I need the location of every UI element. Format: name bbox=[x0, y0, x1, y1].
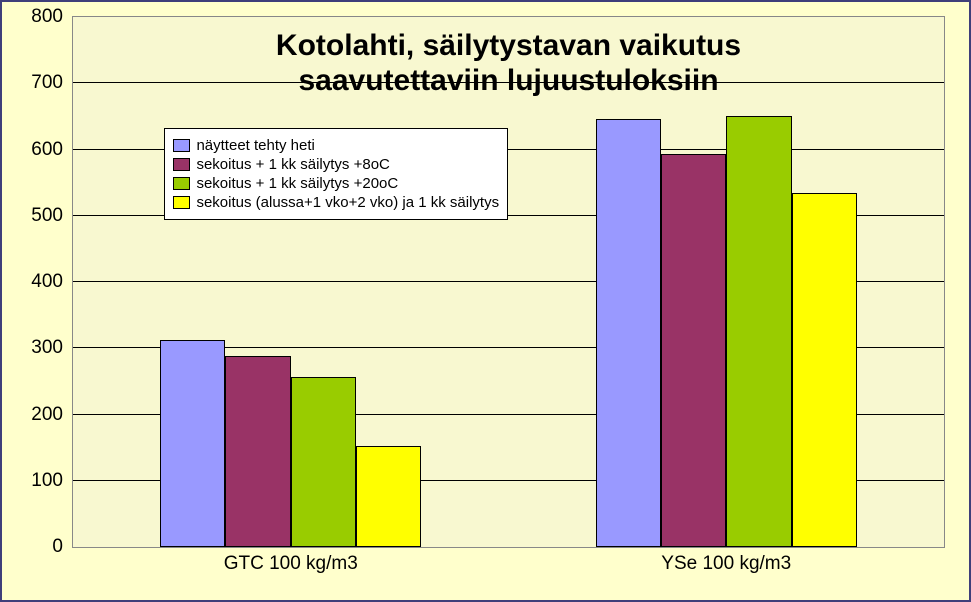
bar bbox=[726, 116, 791, 547]
y-tick-label: 300 bbox=[31, 337, 73, 359]
legend-swatch bbox=[173, 177, 190, 190]
bar bbox=[661, 154, 726, 547]
bar bbox=[596, 119, 661, 547]
x-tick-label: GTC 100 kg/m3 bbox=[224, 547, 358, 575]
bar bbox=[225, 356, 290, 547]
plot-area: 0100200300400500600700800GTC 100 kg/m3YS… bbox=[72, 16, 945, 548]
legend-item: sekoitus + 1 kk säilytys +20oC bbox=[173, 175, 499, 192]
y-tick-label: 0 bbox=[52, 536, 73, 558]
chart-frame: 0 100 200 300 400 500 600 700 800 GTC 100 kg/m3 YS… bbox=[0, 0, 971, 602]
bar bbox=[792, 193, 857, 547]
y-tick-label: 500 bbox=[31, 205, 73, 227]
legend-item: sekoitus + 1 kk säilytys +8oC bbox=[173, 156, 499, 173]
y-tick-label: 100 bbox=[31, 470, 73, 492]
legend-label: sekoitus + 1 kk säilytys +8oC bbox=[196, 156, 389, 173]
legend-swatch bbox=[173, 139, 190, 152]
y-tick-label: 800 bbox=[31, 6, 73, 28]
y-tick-label: 200 bbox=[31, 404, 73, 426]
bar bbox=[356, 446, 421, 547]
x-tick-label: YSe 100 kg/m3 bbox=[661, 547, 791, 575]
chart-title: Kotolahti, säilytystavan vaikutussaavute… bbox=[73, 29, 944, 98]
legend-label: sekoitus + 1 kk säilytys +20oC bbox=[196, 175, 398, 192]
bar bbox=[291, 377, 356, 547]
legend-item: sekoitus (alussa+1 vko+2 vko) ja 1 kk sä… bbox=[173, 194, 499, 211]
chart-title-line: saavutettaviin lujuustuloksiin bbox=[73, 64, 944, 99]
chart-title-line: Kotolahti, säilytystavan vaikutus bbox=[73, 29, 944, 64]
legend-swatch bbox=[173, 158, 190, 171]
y-tick-label: 700 bbox=[31, 72, 73, 94]
y-tick-label: 600 bbox=[31, 139, 73, 161]
legend-label: sekoitus (alussa+1 vko+2 vko) ja 1 kk sä… bbox=[196, 194, 499, 211]
bar bbox=[160, 340, 225, 547]
legend-swatch bbox=[173, 196, 190, 209]
legend-item: näytteet tehty heti bbox=[173, 137, 499, 154]
y-tick-label: 400 bbox=[31, 271, 73, 293]
legend-label: näytteet tehty heti bbox=[196, 137, 314, 154]
legend: näytteet tehty heti sekoitus + 1 kk säily… bbox=[164, 128, 508, 220]
